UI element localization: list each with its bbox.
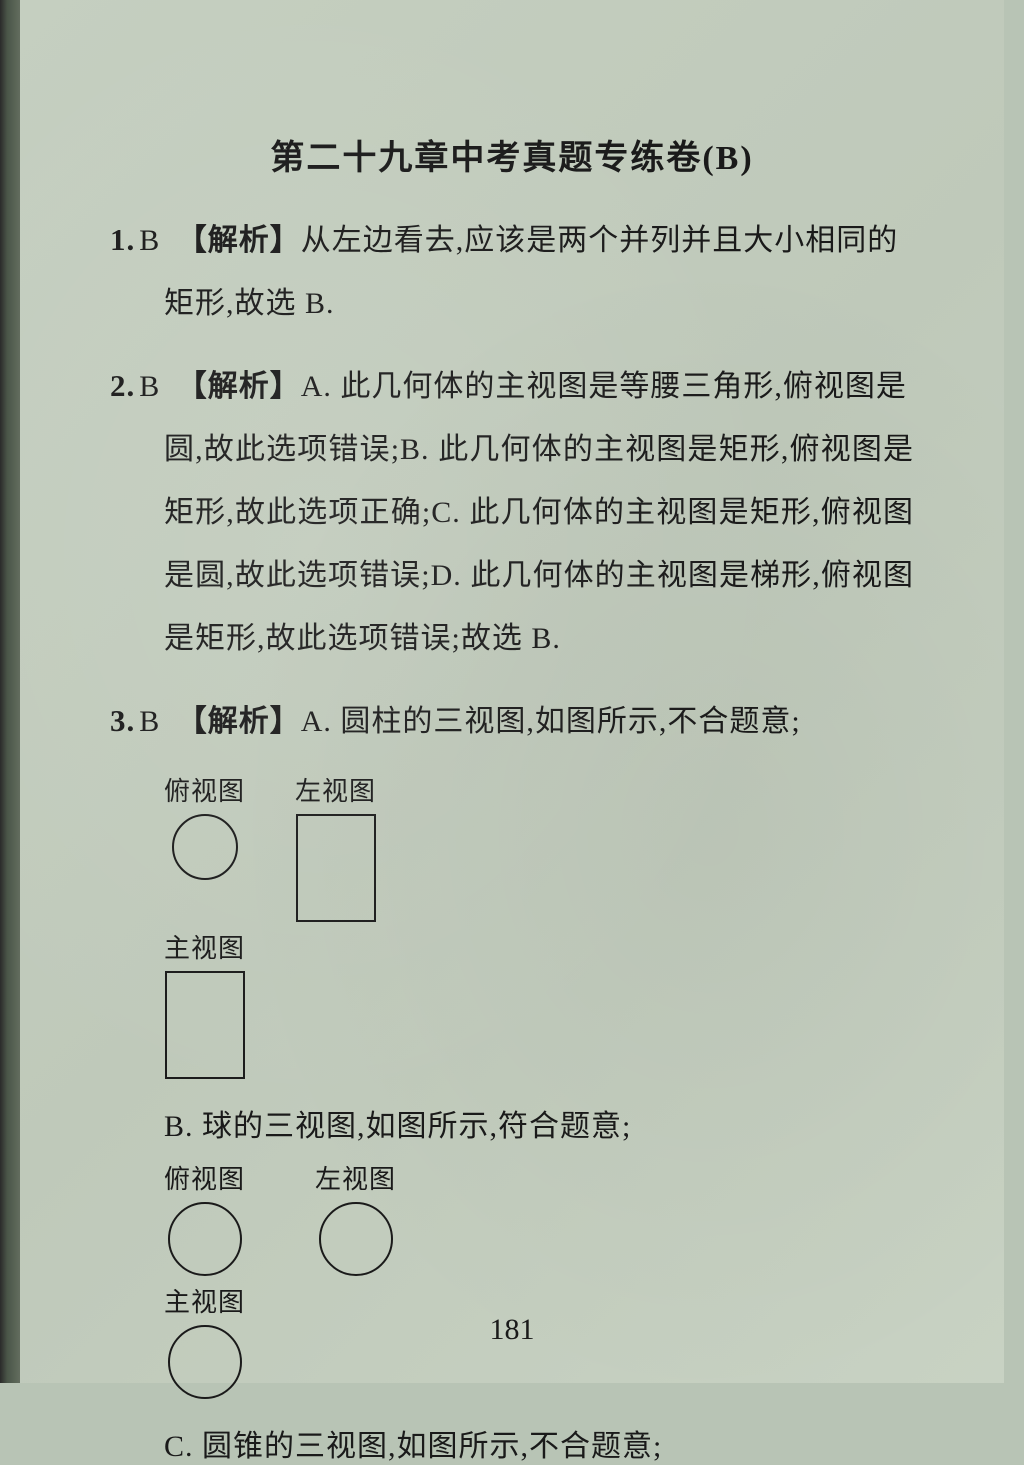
q2-number: 2. — [110, 368, 135, 403]
diagram-a-top-view: 俯视图 — [164, 771, 245, 880]
rect-icon — [296, 814, 376, 922]
q1-number: 1. — [110, 222, 135, 257]
diagram-a-left-label: 左视图 — [295, 771, 376, 808]
diagram-b-top-view: 俯视图 — [164, 1159, 245, 1276]
q1-label: 【解析】 — [177, 224, 301, 257]
q3-label: 【解析】 — [177, 705, 301, 738]
page-content: 第二十九章中考真题专练卷(B) 1.B 【解析】从左边看去,应该是两个并列并且大… — [20, 0, 1004, 1383]
diagram-b: 俯视图 左视图 主视图 — [110, 1159, 914, 1399]
q3-first-line: 3.B 【解析】A. 圆柱的三视图,如图所示,不合题意; — [110, 688, 914, 753]
diagram-a-main-view: 主视图 — [164, 928, 245, 1079]
circle-icon — [172, 814, 238, 880]
q3-first-text: A. 圆柱的三视图,如图所示,不合题意; — [301, 705, 801, 738]
q2-first-text: A. 此几何体的主视图是等腰三角形,俯视图是 — [301, 370, 907, 403]
question-2: 2.B 【解析】A. 此几何体的主视图是等腰三角形,俯视图是 圆,故此选项错误;… — [110, 353, 914, 670]
q1-first-line: 1.B 【解析】从左边看去,应该是两个并列并且大小相同的 — [110, 207, 914, 272]
sub-item-b: B. 球的三视图,如图所示,符合题意; — [110, 1101, 914, 1145]
rect-icon — [165, 971, 245, 1079]
diagram-b-top-label: 俯视图 — [164, 1159, 245, 1196]
diagram-a-top-row: 俯视图 左视图 — [164, 771, 914, 922]
diagram-a-top-label: 俯视图 — [164, 771, 245, 808]
q1-body: 矩形,故选 B. — [110, 272, 914, 335]
question-1: 1.B 【解析】从左边看去,应该是两个并列并且大小相同的 矩形,故选 B. — [110, 207, 914, 335]
q1-answer: B — [139, 224, 160, 257]
q2-label: 【解析】 — [177, 370, 301, 403]
q3-answer: B — [139, 705, 160, 738]
question-3: 3.B 【解析】A. 圆柱的三视图,如图所示,不合题意; — [110, 688, 914, 753]
diagram-b-left-label: 左视图 — [315, 1159, 396, 1196]
circle-icon — [319, 1202, 393, 1276]
q2-body: 圆,故此选项错误;B. 此几何体的主视图是矩形,俯视图是矩形,故此选项正确;C.… — [110, 418, 914, 670]
q1-first-text: 从左边看去,应该是两个并列并且大小相同的 — [301, 224, 899, 257]
chapter-title: 第二十九章中考真题专练卷(B) — [110, 130, 914, 179]
q2-first-line: 2.B 【解析】A. 此几何体的主视图是等腰三角形,俯视图是 — [110, 353, 914, 418]
diagram-a-bottom-row: 主视图 — [164, 928, 914, 1079]
q2-answer: B — [139, 370, 160, 403]
diagram-b-left-view: 左视图 — [315, 1159, 396, 1276]
diagram-a-main-label: 主视图 — [164, 928, 245, 965]
diagram-a: 俯视图 左视图 主视图 — [110, 771, 914, 1079]
circle-icon — [168, 1202, 242, 1276]
q3-number: 3. — [110, 703, 135, 738]
sub-item-c: C. 圆锥的三视图,如图所示,不合题意; — [110, 1421, 914, 1465]
diagram-b-top-row: 俯视图 左视图 — [164, 1159, 914, 1276]
page-number: 181 — [20, 1313, 1004, 1347]
diagram-a-left-view: 左视图 — [295, 771, 376, 922]
